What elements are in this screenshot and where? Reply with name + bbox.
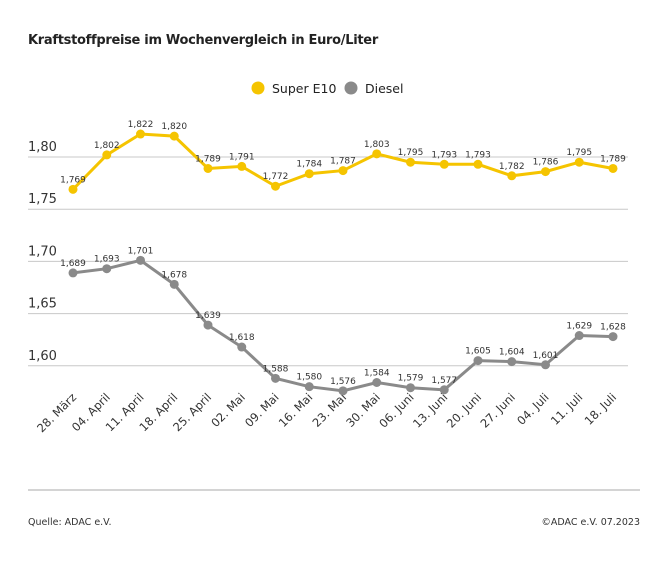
data-point <box>136 129 145 139</box>
series-line <box>72 258 614 393</box>
data-point <box>68 268 78 278</box>
data-point <box>304 382 314 392</box>
source-note: Quelle: ADAC e.V. <box>28 517 112 528</box>
data-label: 1,618 <box>229 333 255 343</box>
data-point <box>406 383 415 393</box>
data-point <box>439 385 449 395</box>
y-tick-label: 1,75 <box>28 192 57 207</box>
data-point <box>608 332 618 342</box>
data-point <box>68 184 78 194</box>
data-point <box>507 171 517 181</box>
data-point <box>169 279 179 289</box>
x-tick-label: 04. Juli <box>514 390 551 427</box>
data-label: 1,689 <box>60 259 86 269</box>
data-point <box>608 163 618 173</box>
data-label: 1,577 <box>431 376 457 386</box>
data-label: 1,795 <box>398 148 424 158</box>
data-label: 1,579 <box>398 374 424 384</box>
data-label: 1,604 <box>499 348 525 358</box>
x-tick-label: 09. Mai <box>242 390 282 430</box>
y-tick-label: 1,70 <box>28 244 57 259</box>
data-point <box>372 149 382 159</box>
data-label: 1,629 <box>566 322 592 332</box>
copyright-note: ©ADAC e.V. 07.2023 <box>541 517 640 528</box>
data-point <box>237 342 247 352</box>
x-tick-label: 20. Juni <box>444 390 484 430</box>
x-tick-label: 11. Juli <box>548 390 585 427</box>
data-label: 1,820 <box>161 122 187 132</box>
data-label: 1,795 <box>566 148 592 158</box>
data-point <box>136 255 145 265</box>
legend-marker <box>344 81 358 95</box>
y-tick-label: 1,80 <box>28 140 57 155</box>
data-point <box>406 157 415 167</box>
data-point <box>237 161 247 171</box>
data-label: 1,822 <box>128 120 154 130</box>
legend-label: Diesel <box>365 81 403 96</box>
data-point <box>439 159 449 169</box>
legend-label: Super E10 <box>272 81 336 96</box>
x-tick-label: 23. Mai <box>309 390 349 430</box>
data-point <box>338 386 348 396</box>
data-point <box>372 378 382 388</box>
data-label: 1,791 <box>229 152 255 162</box>
data-label: 1,789 <box>195 154 221 164</box>
data-point <box>541 167 550 177</box>
data-label: 1,678 <box>161 270 187 280</box>
data-label: 1,793 <box>465 150 491 160</box>
data-point <box>304 169 314 179</box>
x-tick-label: 13. Juni <box>410 390 450 430</box>
data-label: 1,580 <box>296 373 322 383</box>
data-point <box>203 320 213 330</box>
data-label: 1,787 <box>330 157 356 167</box>
y-tick-label: 1,65 <box>28 297 57 312</box>
data-label: 1,628 <box>600 323 626 333</box>
data-label: 1,588 <box>263 364 289 374</box>
x-tick-label: 18. Juli <box>582 390 619 427</box>
data-label: 1,605 <box>465 347 491 357</box>
data-point <box>473 159 483 169</box>
data-label: 1,639 <box>195 311 221 321</box>
data-label: 1,786 <box>533 158 559 168</box>
x-tick-label: 27. Juni <box>477 390 517 430</box>
x-tick-label: 30. Mai <box>343 390 383 430</box>
x-tick-label: 16. Mai <box>276 390 316 430</box>
data-point <box>169 131 179 141</box>
data-point <box>271 181 280 191</box>
data-label: 1,584 <box>364 369 390 379</box>
data-point <box>203 163 213 173</box>
data-label: 1,769 <box>60 175 86 185</box>
data-label: 1,576 <box>330 377 356 387</box>
y-tick-label: 1,60 <box>28 349 57 364</box>
data-point <box>574 331 584 341</box>
data-label: 1,784 <box>296 160 322 170</box>
data-point <box>507 357 517 367</box>
data-point <box>541 360 550 370</box>
data-label: 1,802 <box>94 141 120 151</box>
data-label: 1,789 <box>600 154 626 164</box>
data-point <box>102 150 112 160</box>
data-label: 1,701 <box>128 246 154 256</box>
x-tick-label: 02. Mai <box>208 390 248 430</box>
data-label: 1,772 <box>263 172 289 182</box>
chart-title: Kraftstoffpreise im Wochenvergleich in E… <box>28 33 378 48</box>
data-point <box>574 157 584 167</box>
x-tick-label: 06. Juni <box>376 390 416 430</box>
data-label: 1,601 <box>533 351 559 361</box>
data-point <box>473 356 483 366</box>
data-label: 1,782 <box>499 162 525 172</box>
data-point <box>338 166 348 176</box>
data-label: 1,803 <box>364 140 390 150</box>
legend-marker <box>251 81 265 95</box>
data-point <box>271 373 280 383</box>
data-label: 1,793 <box>431 150 457 160</box>
data-label: 1,693 <box>94 255 120 265</box>
data-point <box>102 264 112 274</box>
